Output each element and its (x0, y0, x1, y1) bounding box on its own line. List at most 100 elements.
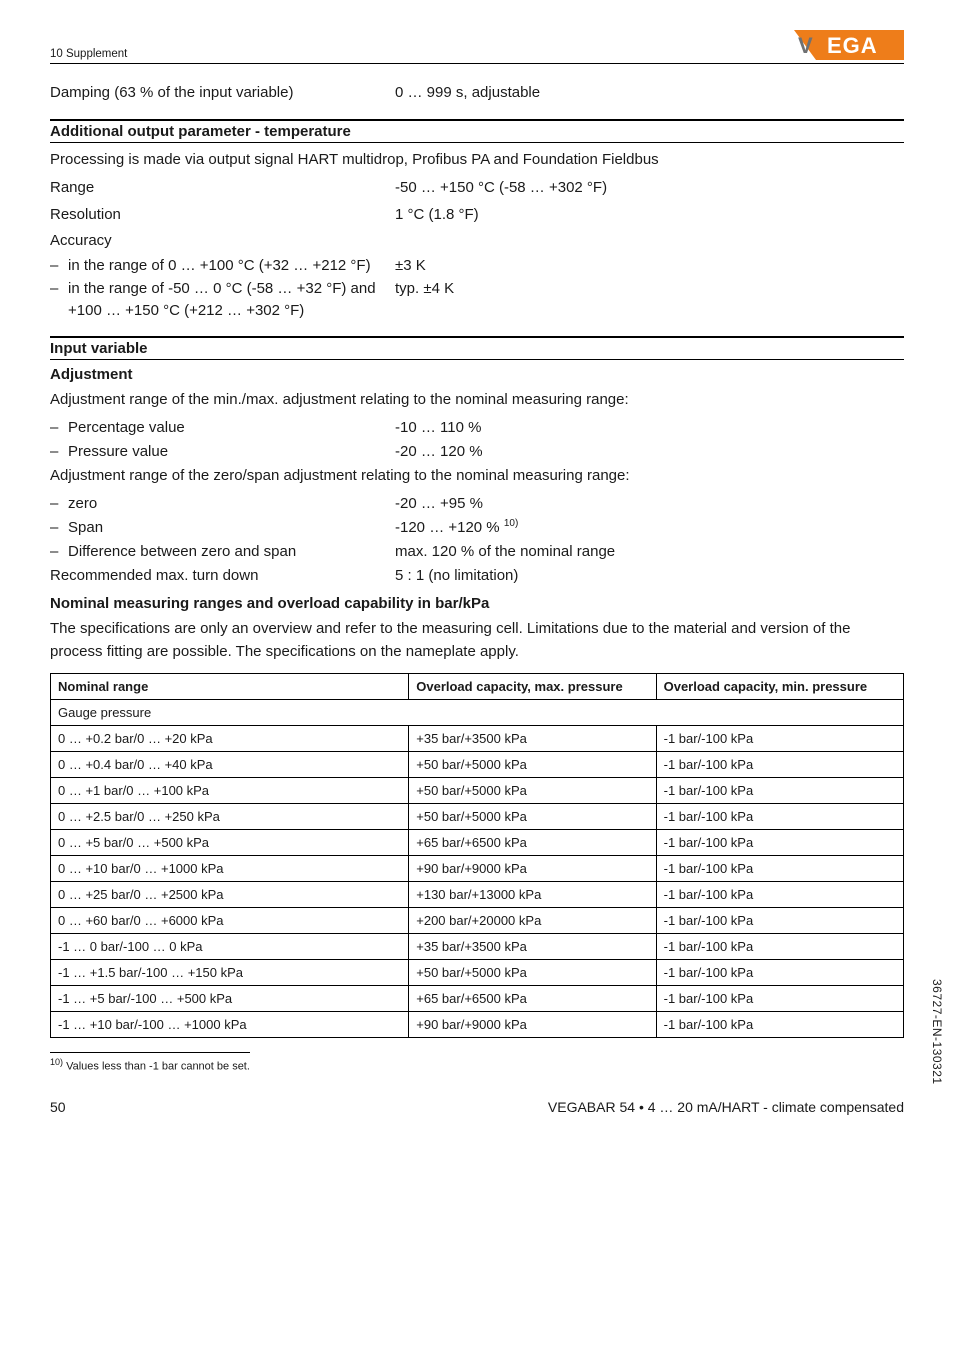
table-cell: -1 bar/-100 kPa (656, 882, 903, 908)
footer-doc-title: VEGABAR 54 • 4 … 20 mA/HART - climate co… (548, 1099, 904, 1115)
inputvar-turndown-value: 5 : 1 (no limitation) (395, 565, 904, 588)
table-cell: 0 … +10 bar/0 … +1000 kPa (51, 856, 409, 882)
inputvar-zero-label: zero (68, 493, 395, 515)
addout-resolution-row: Resolution 1 °C (1.8 °F) (50, 204, 904, 227)
inputvar-span-value-text: -120 … +120 % (395, 519, 500, 536)
damping-value: 0 … 999 s, adjustable (395, 82, 904, 105)
table-row: 0 … +2.5 bar/0 … +250 kPa+50 bar/+5000 k… (51, 804, 904, 830)
inputvar-zero-row: – zero -20 … +95 % (50, 493, 904, 515)
table-cell: +50 bar/+5000 kPa (409, 752, 656, 778)
table-cell: -1 bar/-100 kPa (656, 960, 903, 986)
table-cell: +130 bar/+13000 kPa (409, 882, 656, 908)
table-cell: -1 bar/-100 kPa (656, 752, 903, 778)
footnote: 10) Values less than -1 bar cannot be se… (50, 1052, 250, 1073)
table-row: -1 … +10 bar/-100 … +1000 kPa+90 bar/+90… (51, 1012, 904, 1038)
inputvar-pct-value: -10 … 110 % (395, 417, 904, 439)
dash-icon: – (50, 278, 68, 322)
inputvar-title: Input variable (50, 340, 904, 360)
table-cell: -1 bar/-100 kPa (656, 856, 903, 882)
table-cell: 0 … +2.5 bar/0 … +250 kPa (51, 804, 409, 830)
inputvar-pres-value: -20 … 120 % (395, 441, 904, 463)
addout-range-label: Range (50, 177, 395, 200)
table-cell: +90 bar/+9000 kPa (409, 1012, 656, 1038)
header-section-label: 10 Supplement (50, 48, 127, 60)
inputvar-pres-row: – Pressure value -20 … 120 % (50, 441, 904, 463)
table-cell: +65 bar/+6500 kPa (409, 986, 656, 1012)
dash-icon: – (50, 417, 68, 439)
page-header: 10 Supplement EGA V (50, 30, 904, 64)
table-cell: -1 … +1.5 bar/-100 … +150 kPa (51, 960, 409, 986)
table-cell: 0 … +25 bar/0 … +2500 kPa (51, 882, 409, 908)
table-cell: +200 bar/+20000 kPa (409, 908, 656, 934)
inputvar-span-value: -120 … +120 % 10) (395, 517, 904, 539)
inputvar-diff-value: max. 120 % of the nominal range (395, 541, 904, 563)
table-cell: -1 bar/-100 kPa (656, 804, 903, 830)
dash-icon: – (50, 493, 68, 515)
table-cell: +50 bar/+5000 kPa (409, 960, 656, 986)
table-cell: 0 … +1 bar/0 … +100 kPa (51, 778, 409, 804)
inputvar-zs-intro: Adjustment range of the zero/span adjust… (50, 465, 904, 488)
table-group-row: Gauge pressure (51, 700, 904, 726)
pressure-table: Nominal range Overload capacity, max. pr… (50, 673, 904, 1038)
inputvar-pct-label: Percentage value (68, 417, 395, 439)
dash-icon: – (50, 441, 68, 463)
table-cell: 0 … +5 bar/0 … +500 kPa (51, 830, 409, 856)
table-group-label: Gauge pressure (51, 700, 904, 726)
table-cell: -1 … +5 bar/-100 … +500 kPa (51, 986, 409, 1012)
table-cell: -1 … 0 bar/-100 … 0 kPa (51, 934, 409, 960)
table-cell: +50 bar/+5000 kPa (409, 778, 656, 804)
inputvar-zero-value: -20 … +95 % (395, 493, 904, 515)
inputvar-pres-label: Pressure value (68, 441, 395, 463)
table-cell: 0 … +0.2 bar/0 … +20 kPa (51, 726, 409, 752)
inputvar-span-label: Span (68, 517, 395, 539)
inputvar-adjustment-heading: Adjustment (50, 366, 904, 383)
divider (50, 119, 904, 121)
addout-title: Additional output parameter - temperatur… (50, 123, 904, 143)
table-cell: +35 bar/+3500 kPa (409, 934, 656, 960)
addout-resolution-value: 1 °C (1.8 °F) (395, 204, 904, 227)
inputvar-span-note: 10) (504, 518, 518, 529)
table-cell: +35 bar/+3500 kPa (409, 726, 656, 752)
svg-text:V: V (798, 33, 813, 58)
table-header-row: Nominal range Overload capacity, max. pr… (51, 674, 904, 700)
table-cell: 0 … +60 bar/0 … +6000 kPa (51, 908, 409, 934)
table-cell: -1 bar/-100 kPa (656, 908, 903, 934)
inputvar-turndown-label: Recommended max. turn down (50, 565, 395, 588)
table-cell: 0 … +0.4 bar/0 … +40 kPa (51, 752, 409, 778)
nominal-intro: The specifications are only an overview … (50, 618, 904, 663)
inputvar-minmax-intro: Adjustment range of the min./max. adjust… (50, 389, 904, 412)
table-cell: +50 bar/+5000 kPa (409, 804, 656, 830)
addout-acc1-value: ±3 K (395, 255, 904, 277)
inputvar-diff-label: Difference between zero and span (68, 541, 395, 563)
table-row: 0 … +10 bar/0 … +1000 kPa+90 bar/+9000 k… (51, 856, 904, 882)
table-cell: -1 bar/-100 kPa (656, 1012, 903, 1038)
dash-icon: – (50, 541, 68, 563)
table-cell: -1 bar/-100 kPa (656, 986, 903, 1012)
footnote-mark: 10) (50, 1057, 63, 1067)
table-cell: -1 bar/-100 kPa (656, 778, 903, 804)
vega-logo: EGA V (794, 30, 904, 60)
addout-intro: Processing is made via output signal HAR… (50, 149, 904, 172)
table-cell: +90 bar/+9000 kPa (409, 856, 656, 882)
table-row: 0 … +60 bar/0 … +6000 kPa+200 bar/+20000… (51, 908, 904, 934)
table-cell: +65 bar/+6500 kPa (409, 830, 656, 856)
inputvar-turndown-row: Recommended max. turn down 5 : 1 (no lim… (50, 565, 904, 588)
page-footer: 50 VEGABAR 54 • 4 … 20 mA/HART - climate… (50, 1099, 904, 1115)
addout-acc2-row: – in the range of -50 … 0 °C (-58 … +32 … (50, 278, 904, 322)
table-row: 0 … +25 bar/0 … +2500 kPa+130 bar/+13000… (51, 882, 904, 908)
table-row: 0 … +0.2 bar/0 … +20 kPa+35 bar/+3500 kP… (51, 726, 904, 752)
col-overload-max: Overload capacity, max. pressure (409, 674, 656, 700)
divider (50, 336, 904, 338)
col-nominal-range: Nominal range (51, 674, 409, 700)
addout-resolution-label: Resolution (50, 204, 395, 227)
inputvar-pct-row: – Percentage value -10 … 110 % (50, 417, 904, 439)
dash-icon: – (50, 255, 68, 277)
addout-acc2-value: typ. ±4 K (395, 278, 904, 322)
addout-acc1-row: – in the range of 0 … +100 °C (+32 … +21… (50, 255, 904, 277)
inputvar-diff-row: – Difference between zero and span max. … (50, 541, 904, 563)
page-number: 50 (50, 1099, 66, 1115)
table-cell: -1 bar/-100 kPa (656, 830, 903, 856)
table-cell: -1 bar/-100 kPa (656, 726, 903, 752)
table-cell: -1 bar/-100 kPa (656, 934, 903, 960)
footnote-text: Values less than -1 bar cannot be set. (63, 1061, 250, 1073)
